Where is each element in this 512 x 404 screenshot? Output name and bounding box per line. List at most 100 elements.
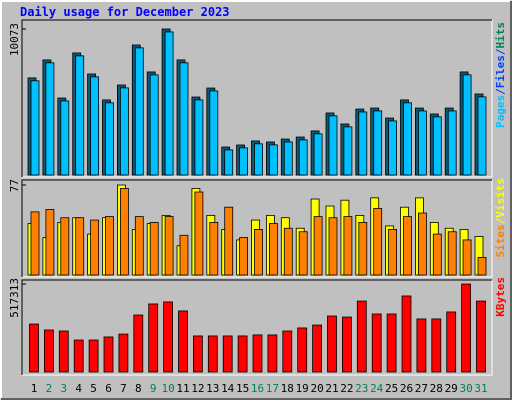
x-tick-label: 6 [105, 382, 112, 395]
bar [358, 222, 368, 276]
bar [403, 102, 412, 176]
bar [343, 126, 353, 176]
bar [207, 335, 218, 373]
x-tick-label: 8 [135, 382, 142, 395]
bar [283, 141, 293, 176]
bar [313, 133, 323, 176]
bar [254, 229, 263, 276]
bar [417, 212, 427, 276]
bar [30, 80, 40, 176]
x-tick-label: 24 [370, 382, 384, 395]
bar [462, 74, 472, 176]
x-tick-label: 7 [120, 382, 127, 395]
x-tick-label: 18 [281, 382, 294, 395]
bar [386, 313, 397, 373]
bar [267, 334, 278, 373]
side-legend: Sites/Visits [494, 178, 507, 258]
x-tick-label: 22 [340, 382, 353, 395]
x-tick-label: 4 [75, 382, 82, 395]
x-tick-label: 31 [474, 382, 487, 395]
bar [133, 314, 144, 373]
x-tick-label: 28 [430, 382, 443, 395]
bar [417, 110, 427, 176]
bar [282, 330, 293, 373]
bar [416, 318, 427, 373]
x-tick-label: 5 [90, 382, 97, 395]
legend-entry: Visits [494, 178, 507, 218]
legend-entry: Sites [494, 224, 507, 257]
legend-entry: Hits [494, 22, 507, 49]
bar [60, 217, 70, 276]
x-tick-label: 29 [445, 382, 458, 395]
bar [388, 120, 398, 176]
bar [358, 111, 368, 176]
bar [224, 149, 234, 176]
y-tick-label: 77 [8, 179, 21, 192]
panel-edge [21, 279, 492, 375]
x-tick-label: 9 [150, 382, 157, 395]
side-legend: Pages/Files/Hits [494, 22, 507, 128]
bar [178, 310, 188, 373]
bar [328, 217, 338, 276]
bar [90, 219, 99, 276]
bar [209, 90, 219, 176]
bar [403, 216, 412, 276]
x-tick-label: 27 [415, 382, 428, 395]
bar [313, 216, 323, 276]
bar [327, 315, 337, 373]
x-tick-label: 17 [266, 382, 279, 395]
bar [164, 31, 174, 176]
legend-entry: / [494, 88, 507, 95]
legend-entry: Files [494, 55, 507, 88]
bar [431, 318, 442, 373]
bar [447, 110, 457, 176]
bar [343, 216, 353, 276]
bar [239, 147, 249, 176]
bar [105, 216, 114, 276]
bar [268, 223, 278, 276]
bar [222, 335, 233, 373]
x-tick-label: 13 [206, 382, 219, 395]
x-tick-label: 12 [191, 382, 204, 395]
side-legend: KBytes [494, 277, 507, 317]
bar [75, 55, 85, 176]
bar [88, 339, 99, 373]
bar [298, 231, 308, 276]
bar [297, 327, 308, 373]
bar [149, 222, 159, 276]
bar [30, 211, 40, 276]
bar [44, 329, 54, 373]
bar [447, 231, 457, 276]
x-tick-label: 2 [46, 382, 53, 395]
bar [163, 301, 174, 373]
x-tick-label: 16 [251, 382, 264, 395]
bar [192, 335, 203, 373]
bar [477, 257, 487, 276]
bar [148, 303, 159, 373]
x-tick-label: 20 [310, 382, 323, 395]
bar [29, 323, 39, 373]
bar [60, 100, 70, 176]
bar [477, 96, 487, 176]
bar [118, 333, 129, 373]
legend-entry: / [494, 48, 507, 55]
bar [73, 339, 84, 373]
legend-entry: KBytes [494, 277, 507, 317]
bar [254, 143, 263, 176]
bar [328, 115, 338, 176]
bar [194, 99, 204, 176]
bar [388, 229, 398, 276]
x-tick-label: 23 [355, 382, 368, 395]
x-tick-label: 14 [221, 382, 235, 395]
bar [432, 233, 442, 276]
bar [373, 207, 383, 276]
bar [341, 316, 352, 373]
x-tick-label: 25 [385, 382, 398, 395]
bar [252, 334, 263, 373]
x-tick-label: 19 [296, 382, 309, 395]
bar [45, 209, 55, 276]
bar [283, 227, 293, 276]
